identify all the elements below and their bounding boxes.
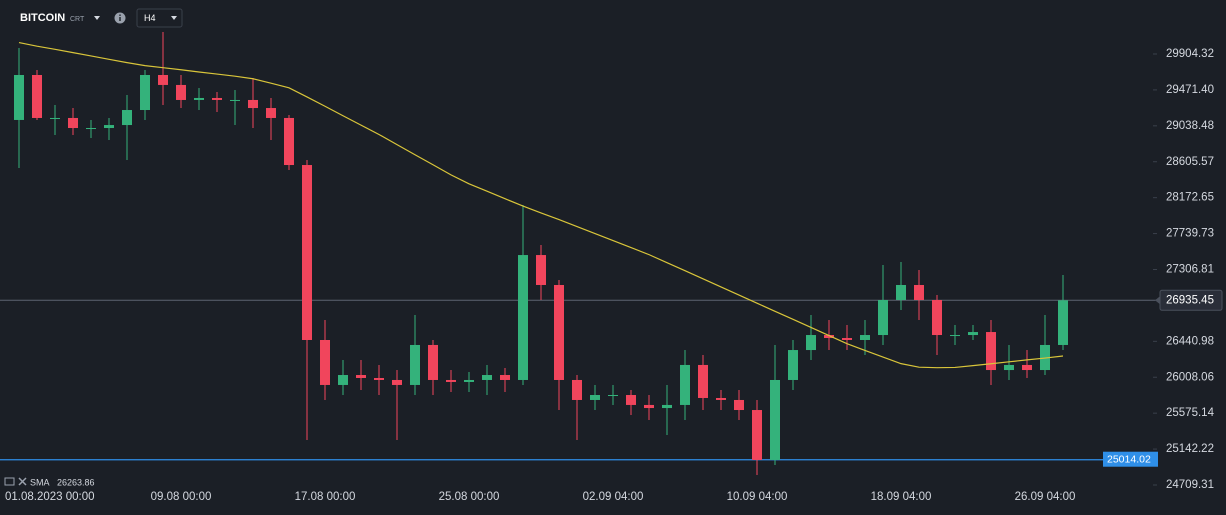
x-tick-label: 01.08.2023 00:00 — [5, 491, 95, 503]
candle-body — [788, 350, 798, 380]
candle-body — [842, 338, 852, 340]
x-tick-label: 10.09 04:00 — [727, 491, 788, 503]
y-tick-label: 27306.81 — [1166, 264, 1214, 276]
candle-body — [338, 375, 348, 385]
candle-body — [248, 99, 258, 109]
candle-body — [284, 117, 294, 166]
candle-body — [608, 395, 618, 397]
candle-body — [356, 375, 366, 378]
info-icon-stem — [119, 17, 121, 21]
y-tick-label: 29038.48 — [1166, 120, 1214, 132]
x-tick-label: 25.08 00:00 — [439, 491, 500, 503]
candle-body — [662, 404, 672, 409]
candle-body — [644, 404, 654, 409]
candle-body — [1022, 364, 1032, 371]
candle-body — [986, 332, 996, 371]
candle-body — [572, 379, 582, 400]
x-tick-label: 02.09 04:00 — [583, 491, 644, 503]
candle-body — [482, 375, 492, 380]
y-tick-label: 26008.06 — [1166, 371, 1214, 383]
symbol-caret[interactable] — [94, 16, 100, 20]
info-icon-dot — [119, 14, 121, 16]
candle-body — [392, 379, 402, 385]
candle-body — [158, 75, 168, 85]
symbol-subtitle[interactable]: CRT — [70, 16, 85, 23]
y-tick-label: 26440.98 — [1166, 335, 1214, 347]
last-price-label: 26935.45 — [1166, 294, 1214, 306]
sma-line — [18, 41, 1064, 369]
candle-body — [914, 284, 924, 301]
candle-body — [230, 99, 240, 101]
y-tick-label: 24709.31 — [1166, 479, 1214, 491]
candle-body — [806, 335, 816, 351]
layers: 29904.32 29471.40 29038.48 28605.57 28172.65… — [0, 32, 1223, 503]
indicator-settings-icon[interactable] — [4, 477, 15, 486]
candle-body — [698, 364, 708, 398]
indicator-name: SMA — [30, 477, 50, 487]
candle-body — [176, 84, 186, 100]
candle-body — [536, 255, 546, 285]
y-tick-label: 29904.32 — [1166, 48, 1214, 60]
candle-body — [374, 377, 384, 380]
candle-body — [428, 344, 438, 380]
candle-body — [518, 255, 528, 380]
y-tick-label: 28172.65 — [1166, 192, 1214, 204]
candle-body — [446, 379, 456, 382]
y-tick-label: 29471.40 — [1166, 84, 1214, 96]
candle-body — [50, 117, 60, 119]
candle-body — [878, 300, 888, 336]
candle-body — [554, 284, 564, 380]
candle-body — [860, 335, 870, 340]
candle-body — [680, 364, 690, 405]
candle-body — [824, 335, 834, 339]
y-tick-label: 28605.57 — [1166, 156, 1214, 168]
candle-body — [626, 395, 636, 405]
candle-body — [500, 375, 510, 380]
alert-label: 25014.02 — [1107, 453, 1151, 465]
indicator-remove-icon[interactable] — [18, 477, 27, 486]
candle-body — [464, 379, 474, 382]
y-tick-label: 27739.73 — [1166, 228, 1214, 240]
alert-box — [1103, 451, 1158, 467]
candle-body — [950, 335, 960, 337]
candle-body — [194, 97, 204, 100]
indicator-value: 26263.86 — [57, 477, 95, 487]
candle-body — [968, 332, 978, 336]
candle-body — [410, 344, 420, 385]
candle-body — [86, 128, 96, 130]
last-price-arrow — [1155, 296, 1160, 305]
candle-body — [32, 75, 42, 118]
candle-body — [1058, 300, 1068, 345]
x-tick-label: 09.08 00:00 — [151, 491, 212, 503]
candle-body — [734, 399, 744, 411]
candle-body — [770, 379, 780, 460]
candle-body — [896, 284, 906, 301]
y-tick-label: 25142.22 — [1166, 443, 1214, 455]
candle-body — [320, 339, 330, 385]
candle-body — [1004, 364, 1014, 371]
candle-body — [14, 75, 24, 120]
timeframe-label[interactable]: H4 — [144, 13, 156, 23]
candle-body — [752, 410, 762, 460]
candle-body — [140, 75, 150, 111]
y-tick-label: 25575.14 — [1166, 407, 1215, 419]
x-tick-label: 18.09 04:00 — [871, 491, 932, 503]
symbol-title: BITCOIN — [20, 12, 65, 24]
candle-body — [716, 397, 726, 400]
candle-body — [932, 300, 942, 336]
x-tick-label: 26.09 04:00 — [1015, 491, 1076, 503]
candle-body — [212, 97, 222, 100]
timeframe-caret[interactable] — [171, 16, 177, 20]
x-tick-label: 17.08 00:00 — [295, 491, 356, 503]
candle-body — [122, 110, 132, 126]
candle-body — [590, 395, 600, 400]
candle-body — [302, 165, 312, 340]
candle-body — [68, 117, 78, 129]
timeframe-select[interactable] — [136, 8, 183, 28]
candle-body — [266, 108, 276, 118]
candle-body — [104, 125, 114, 129]
